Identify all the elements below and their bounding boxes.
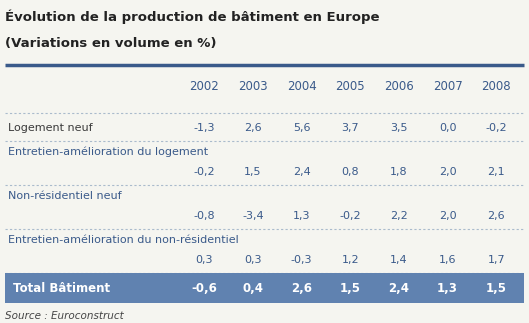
Text: 1,5: 1,5 xyxy=(486,282,507,295)
Text: -0,2: -0,2 xyxy=(194,167,215,177)
Text: (Variations en volume en %): (Variations en volume en %) xyxy=(5,36,217,50)
Text: 0,3: 0,3 xyxy=(244,255,262,265)
Text: Entretien-amélioration du logement: Entretien-amélioration du logement xyxy=(8,146,208,157)
Text: 1,5: 1,5 xyxy=(340,282,361,295)
Text: 2007: 2007 xyxy=(433,80,462,93)
Text: 2,0: 2,0 xyxy=(439,211,457,221)
Text: 2,4: 2,4 xyxy=(388,282,409,295)
Text: Logement neuf: Logement neuf xyxy=(8,123,93,133)
Text: 2,4: 2,4 xyxy=(293,167,311,177)
Text: 3,5: 3,5 xyxy=(390,123,408,133)
Text: -0,2: -0,2 xyxy=(486,123,507,133)
Text: 0,3: 0,3 xyxy=(195,255,213,265)
Text: 2,6: 2,6 xyxy=(487,211,505,221)
Text: -1,3: -1,3 xyxy=(194,123,215,133)
Text: 2,6: 2,6 xyxy=(244,123,262,133)
Text: 2,2: 2,2 xyxy=(390,211,408,221)
Bar xyxy=(5,273,524,304)
Text: Entretien-amélioration du non-résidentiel: Entretien-amélioration du non-résidentie… xyxy=(8,234,239,245)
Text: 1,3: 1,3 xyxy=(293,211,311,221)
Text: -0,8: -0,8 xyxy=(194,211,215,221)
Text: -0,6: -0,6 xyxy=(191,282,217,295)
Text: 1,2: 1,2 xyxy=(341,255,359,265)
Text: Évolution de la production de bâtiment en Europe: Évolution de la production de bâtiment e… xyxy=(5,10,380,24)
Text: Source : Euroconstruct: Source : Euroconstruct xyxy=(5,311,124,321)
Text: Non-résidentiel neuf: Non-résidentiel neuf xyxy=(8,191,122,201)
Text: 2005: 2005 xyxy=(335,80,365,93)
Text: -3,4: -3,4 xyxy=(242,211,263,221)
Text: 1,8: 1,8 xyxy=(390,167,408,177)
Text: 2008: 2008 xyxy=(481,80,511,93)
Text: 1,6: 1,6 xyxy=(439,255,457,265)
Text: 0,0: 0,0 xyxy=(439,123,457,133)
Text: 1,3: 1,3 xyxy=(437,282,458,295)
Text: -0,3: -0,3 xyxy=(291,255,312,265)
Text: 2006: 2006 xyxy=(384,80,414,93)
Text: 1,5: 1,5 xyxy=(244,167,262,177)
Text: 2002: 2002 xyxy=(189,80,219,93)
Text: 5,6: 5,6 xyxy=(293,123,311,133)
Text: 2,6: 2,6 xyxy=(291,282,312,295)
Text: 1,4: 1,4 xyxy=(390,255,408,265)
Text: 0,8: 0,8 xyxy=(341,167,359,177)
Text: 2003: 2003 xyxy=(238,80,268,93)
Text: 2,1: 2,1 xyxy=(487,167,505,177)
Text: 2,0: 2,0 xyxy=(439,167,457,177)
Text: 3,7: 3,7 xyxy=(341,123,359,133)
Text: Total Bâtiment: Total Bâtiment xyxy=(13,282,111,295)
Text: 0,4: 0,4 xyxy=(242,282,263,295)
Text: 2004: 2004 xyxy=(287,80,316,93)
Text: -0,2: -0,2 xyxy=(340,211,361,221)
Text: 1,7: 1,7 xyxy=(487,255,505,265)
